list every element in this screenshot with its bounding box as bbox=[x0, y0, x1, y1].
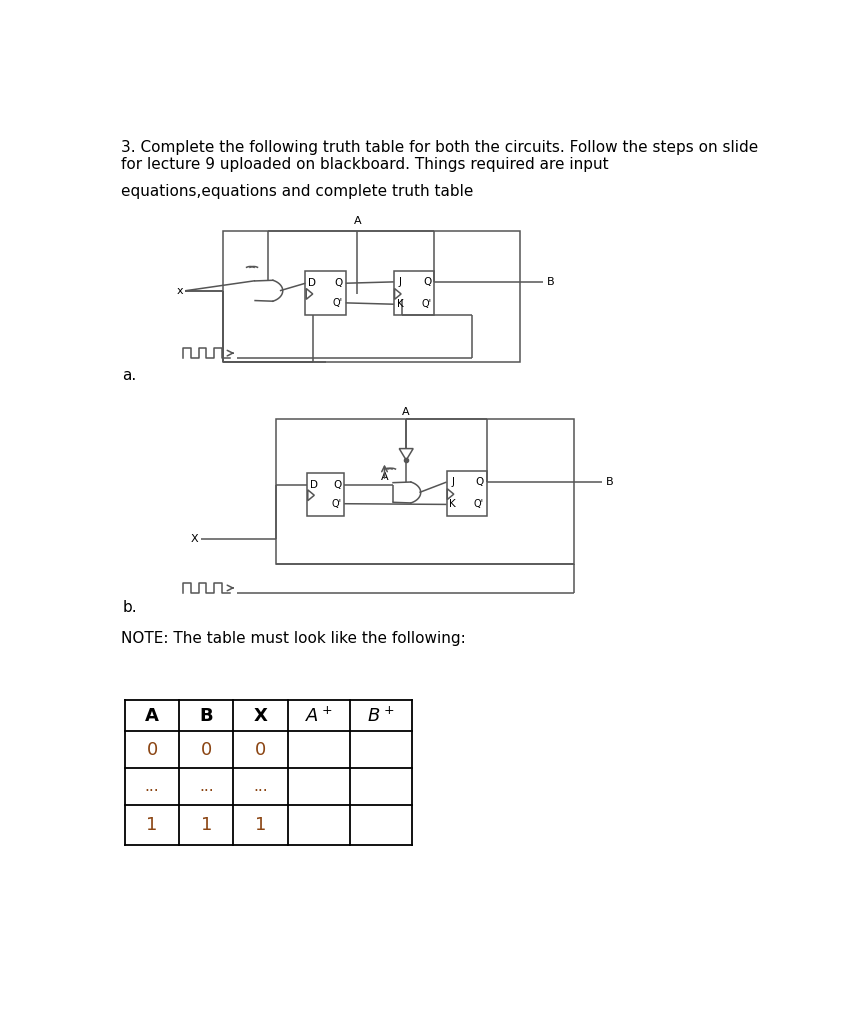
Text: K: K bbox=[449, 500, 456, 509]
Text: D: D bbox=[310, 480, 318, 490]
Text: D: D bbox=[308, 279, 316, 288]
Text: ...: ... bbox=[144, 779, 160, 795]
Bar bbox=[276, 420, 575, 564]
Text: X: X bbox=[191, 534, 198, 544]
Text: a.: a. bbox=[122, 368, 137, 383]
Bar bbox=[446, 471, 487, 515]
Text: $B^+$: $B^+$ bbox=[367, 707, 394, 725]
Bar bbox=[307, 473, 344, 515]
Text: Q': Q' bbox=[474, 500, 484, 509]
Text: 0: 0 bbox=[146, 740, 158, 759]
Text: J: J bbox=[398, 276, 402, 287]
Text: B: B bbox=[605, 477, 613, 487]
Text: Q: Q bbox=[423, 276, 431, 287]
Text: B: B bbox=[547, 276, 555, 287]
Text: ...: ... bbox=[253, 779, 268, 795]
Text: Q: Q bbox=[476, 477, 484, 487]
Text: 0: 0 bbox=[201, 740, 212, 759]
Text: A: A bbox=[354, 216, 361, 226]
Bar bbox=[394, 270, 434, 315]
Text: J: J bbox=[452, 477, 454, 487]
Text: 1: 1 bbox=[255, 816, 266, 835]
Text: for lecture 9 uploaded on blackboard. Things required are input: for lecture 9 uploaded on blackboard. Th… bbox=[121, 157, 609, 172]
Text: $A^+$: $A^+$ bbox=[305, 707, 333, 725]
Text: Q: Q bbox=[333, 480, 341, 490]
Text: 1: 1 bbox=[201, 816, 212, 835]
Text: A: A bbox=[403, 407, 410, 417]
Text: X: X bbox=[253, 707, 268, 725]
Text: ...: ... bbox=[199, 779, 214, 795]
Text: b.: b. bbox=[122, 600, 138, 615]
Text: A: A bbox=[145, 707, 159, 725]
Bar bbox=[306, 270, 346, 315]
Text: NOTE: The table must look like the following:: NOTE: The table must look like the follo… bbox=[121, 631, 466, 646]
Text: K: K bbox=[397, 299, 403, 309]
Text: A: A bbox=[381, 472, 388, 482]
Text: Q: Q bbox=[335, 279, 343, 288]
Text: B: B bbox=[199, 707, 213, 725]
Text: 0: 0 bbox=[255, 740, 266, 759]
Bar bbox=[224, 230, 520, 361]
Text: x: x bbox=[176, 286, 183, 296]
Text: equations,equations and complete truth table: equations,equations and complete truth t… bbox=[121, 184, 473, 200]
Text: Q': Q' bbox=[332, 499, 342, 509]
Text: 1: 1 bbox=[146, 816, 158, 835]
Text: Q': Q' bbox=[421, 299, 431, 309]
Text: Q': Q' bbox=[333, 298, 343, 308]
Text: 3. Complete the following truth table for both the circuits. Follow the steps on: 3. Complete the following truth table fo… bbox=[121, 140, 758, 155]
